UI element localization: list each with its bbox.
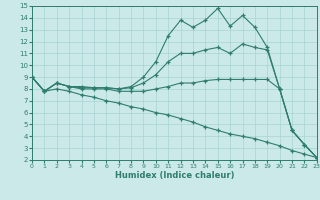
X-axis label: Humidex (Indice chaleur): Humidex (Indice chaleur) — [115, 171, 234, 180]
